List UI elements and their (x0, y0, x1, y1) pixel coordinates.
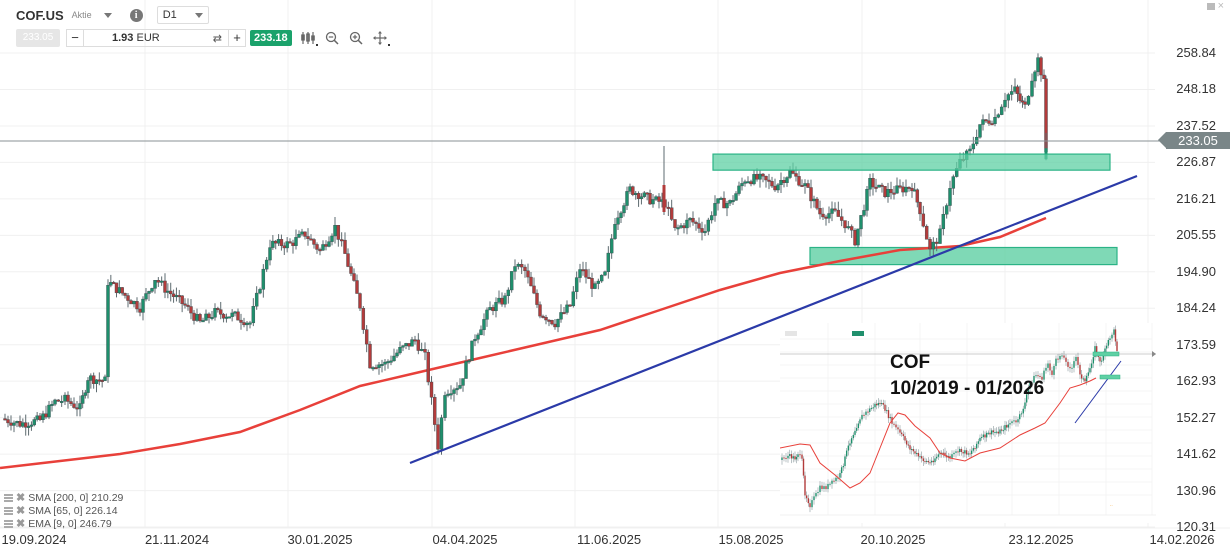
quantity-stepper[interactable]: − 1.93 EUR ⇄ + (66, 29, 246, 47)
legend-sma65[interactable]: ✖ SMA [65, 0] 226.14 (4, 504, 118, 517)
menu-icon[interactable] (4, 493, 13, 502)
zoom-out-icon[interactable] (324, 30, 340, 46)
x-tick-label: 20.10.2025 (860, 532, 926, 547)
chart-type-icon[interactable] (300, 30, 318, 46)
x-tick-label: 11.06.2025 (576, 532, 642, 547)
symbol-type: Aktie (71, 10, 92, 20)
y-tick-label: 226.87 (1176, 154, 1216, 170)
minimize-icon[interactable] (1206, 2, 1215, 10)
y-tick-label: 237.52 (1176, 117, 1216, 133)
svg-text:..: .. (1110, 502, 1113, 508)
menu-icon[interactable] (4, 519, 13, 528)
remove-icon[interactable]: ✖ (16, 492, 26, 504)
y-tick-label: 173.59 (1176, 336, 1216, 352)
crosshair-icon[interactable] (372, 30, 390, 46)
increase-button[interactable]: + (228, 30, 245, 46)
timeframe-select[interactable]: D1 (156, 6, 209, 24)
y-tick-label: 141.62 (1176, 446, 1216, 462)
y-tick-label: 258.84 (1176, 45, 1216, 60)
y-tick-label: 120.31 (1176, 519, 1216, 534)
quantity-value: 1.93 (112, 32, 134, 44)
legend-label: SMA [200, 0] 210.29 (28, 491, 124, 504)
x-tick-label: 15.08.2025 (718, 532, 784, 547)
inset-chart-image: .. (779, 323, 1156, 523)
inset-title-range: 10/2019 - 01/2026 (890, 378, 1045, 399)
legend-label: SMA [65, 0] 226.14 (28, 504, 118, 517)
legend-ema9[interactable]: ✖ EMA [9, 0] 246.79 (4, 517, 112, 530)
symbol-name[interactable]: COF.US (16, 7, 64, 23)
y-tick-label: 184.24 (1176, 300, 1216, 316)
x-tick-label: 19.09.2024 (1, 532, 67, 547)
x-tick-label: 30.01.2025 (287, 532, 353, 547)
y-tick-label: 130.96 (1176, 482, 1216, 498)
x-tick-label: 23.12.2025 (1008, 532, 1074, 547)
remove-icon[interactable]: ✖ (16, 518, 26, 530)
quantity-field[interactable]: 1.93 EUR ⇄ (84, 32, 228, 45)
menu-icon[interactable] (4, 506, 13, 515)
swap-icon[interactable]: ⇄ (212, 32, 222, 45)
inset-long-term-chart: .. (779, 323, 1156, 523)
y-tick-label: 152.27 (1176, 409, 1216, 425)
trade-toolbar: 233.05 − 1.93 EUR ⇄ + 233.18 (16, 29, 390, 47)
buy-price-button[interactable]: 233.18 (250, 30, 292, 46)
symbol-dropdown-icon[interactable] (103, 12, 112, 18)
sell-price-button[interactable]: 233.05 (16, 29, 60, 47)
quantity-unit: EUR (136, 32, 160, 44)
legend-sma200[interactable]: ✖ SMA [200, 0] 210.29 (4, 491, 123, 504)
y-tick-label: 248.18 (1176, 81, 1216, 97)
x-tick-label: 04.04.2025 (432, 532, 498, 547)
remove-icon[interactable]: ✖ (16, 505, 26, 517)
current-price-marker: 233.05 (1158, 132, 1230, 149)
info-icon[interactable]: i (129, 8, 143, 22)
chevron-down-icon (194, 12, 203, 18)
inset-title-symbol: COF (890, 352, 931, 373)
x-tick-label: 14.02.2026 (1149, 532, 1215, 547)
legend-label: EMA [9, 0] 246.79 (28, 517, 112, 530)
timeframe-value: D1 (162, 9, 177, 21)
y-tick-label: 205.55 (1176, 227, 1216, 243)
close-icon[interactable]: × (1217, 0, 1224, 12)
y-tick-label: 162.93 (1176, 373, 1216, 389)
y-tick-label: 216.21 (1176, 190, 1216, 206)
y-tick-label: 194.90 (1176, 263, 1216, 279)
zoom-in-icon[interactable] (348, 30, 364, 46)
inset-title: COF 10/2019 - 01/2026 (890, 350, 1044, 402)
x-tick-label: 21.11.2024 (144, 532, 210, 547)
window-controls: × (1206, 0, 1224, 12)
symbol-toolbar: COF.US Aktie i D1 (16, 6, 209, 24)
decrease-button[interactable]: − (67, 30, 84, 46)
